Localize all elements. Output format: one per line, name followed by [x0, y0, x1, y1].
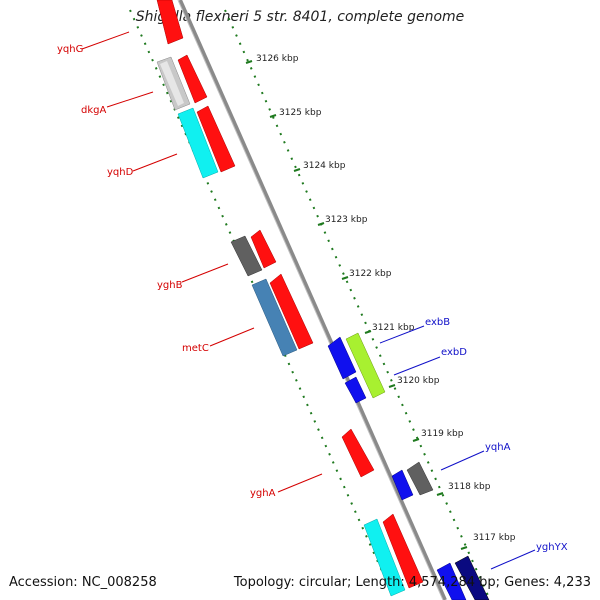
gene-label-dkgA[interactable]: dkgA	[81, 105, 106, 116]
plus-strand-labels: exbB exbD yqhA yghYX	[379, 317, 568, 570]
kbp-label-3118: 3118 kbp	[448, 482, 491, 492]
gene-yghA-red-block[interactable]	[341, 428, 375, 478]
gene-yqhD-red-block[interactable]	[196, 105, 236, 173]
gene-yqhD-cyan-block[interactable]	[177, 107, 219, 179]
gene-yghYX-blue-block[interactable]	[436, 562, 467, 600]
kbp-label-3125: 3125 kbp	[279, 108, 322, 118]
kbp-labels: 3126 kbp 3125 kbp 3124 kbp 3123 kbp 3122…	[256, 54, 516, 543]
gene-label-exbB[interactable]: exbB	[425, 317, 450, 328]
gene-metC-red-block[interactable]	[269, 273, 314, 350]
gene-yqhA-grey-block[interactable]	[406, 461, 434, 496]
gene-label-yghYX[interactable]: yghYX	[536, 542, 568, 553]
gene-label-yqhA[interactable]: yqhA	[485, 442, 511, 453]
gene-yghYX-navy-block[interactable]	[454, 555, 490, 600]
gene-yqhA-blue-block[interactable]	[391, 469, 414, 501]
kbp-label-3126: 3126 kbp	[256, 54, 299, 64]
kbp-label-3117: 3117 kbp	[473, 533, 516, 543]
gene-dkgA-red-block[interactable]	[177, 54, 208, 104]
kbp-label-3120: 3120 kbp	[397, 376, 440, 386]
gene-label-yqhG[interactable]: yqhG	[57, 44, 83, 55]
kbp-label-3119: 3119 kbp	[421, 429, 464, 439]
kbp-label-3121: 3121 kbp	[372, 323, 415, 333]
gene-dkgA-grey-block[interactable]	[156, 56, 191, 111]
gene-exbB-blue-block[interactable]	[327, 336, 367, 404]
map-title: Shigella flexneri 5 str. 8401, complete …	[135, 9, 465, 25]
gene-label-yqhD[interactable]: yqhD	[107, 167, 134, 178]
gene-yghB-red-block[interactable]	[250, 229, 277, 269]
kbp-label-3122: 3122 kbp	[349, 269, 392, 279]
kbp-ticks	[245, 60, 468, 550]
gene-label-exbD[interactable]: exbD	[441, 347, 467, 358]
gene-exbD-lime-block[interactable]	[345, 332, 386, 399]
gene-metC-steelblue-block[interactable]	[251, 278, 298, 357]
genome-summary-text: Topology: circular; Length: 4,574,284 bp…	[233, 575, 591, 590]
gene-bottom-cyan-block[interactable]	[363, 518, 406, 597]
genome-backbone	[178, 0, 447, 600]
gene-label-metC[interactable]: metC	[182, 343, 209, 354]
kbp-label-3124: 3124 kbp	[303, 161, 346, 171]
accession-text: Accession: NC_008258	[9, 575, 157, 590]
gene-yqhG-block[interactable]	[156, 0, 184, 45]
gene-label-yghA[interactable]: yghA	[250, 488, 276, 499]
minus-strand-labels: yqhG dkgA yqhD yghB metC yghA	[57, 31, 323, 499]
gene-bottom-red-block[interactable]	[382, 513, 424, 589]
gene-yghB-grey-block[interactable]	[230, 235, 263, 277]
kbp-label-3123: 3123 kbp	[325, 215, 368, 225]
gene-label-yghB[interactable]: yghB	[157, 280, 183, 291]
